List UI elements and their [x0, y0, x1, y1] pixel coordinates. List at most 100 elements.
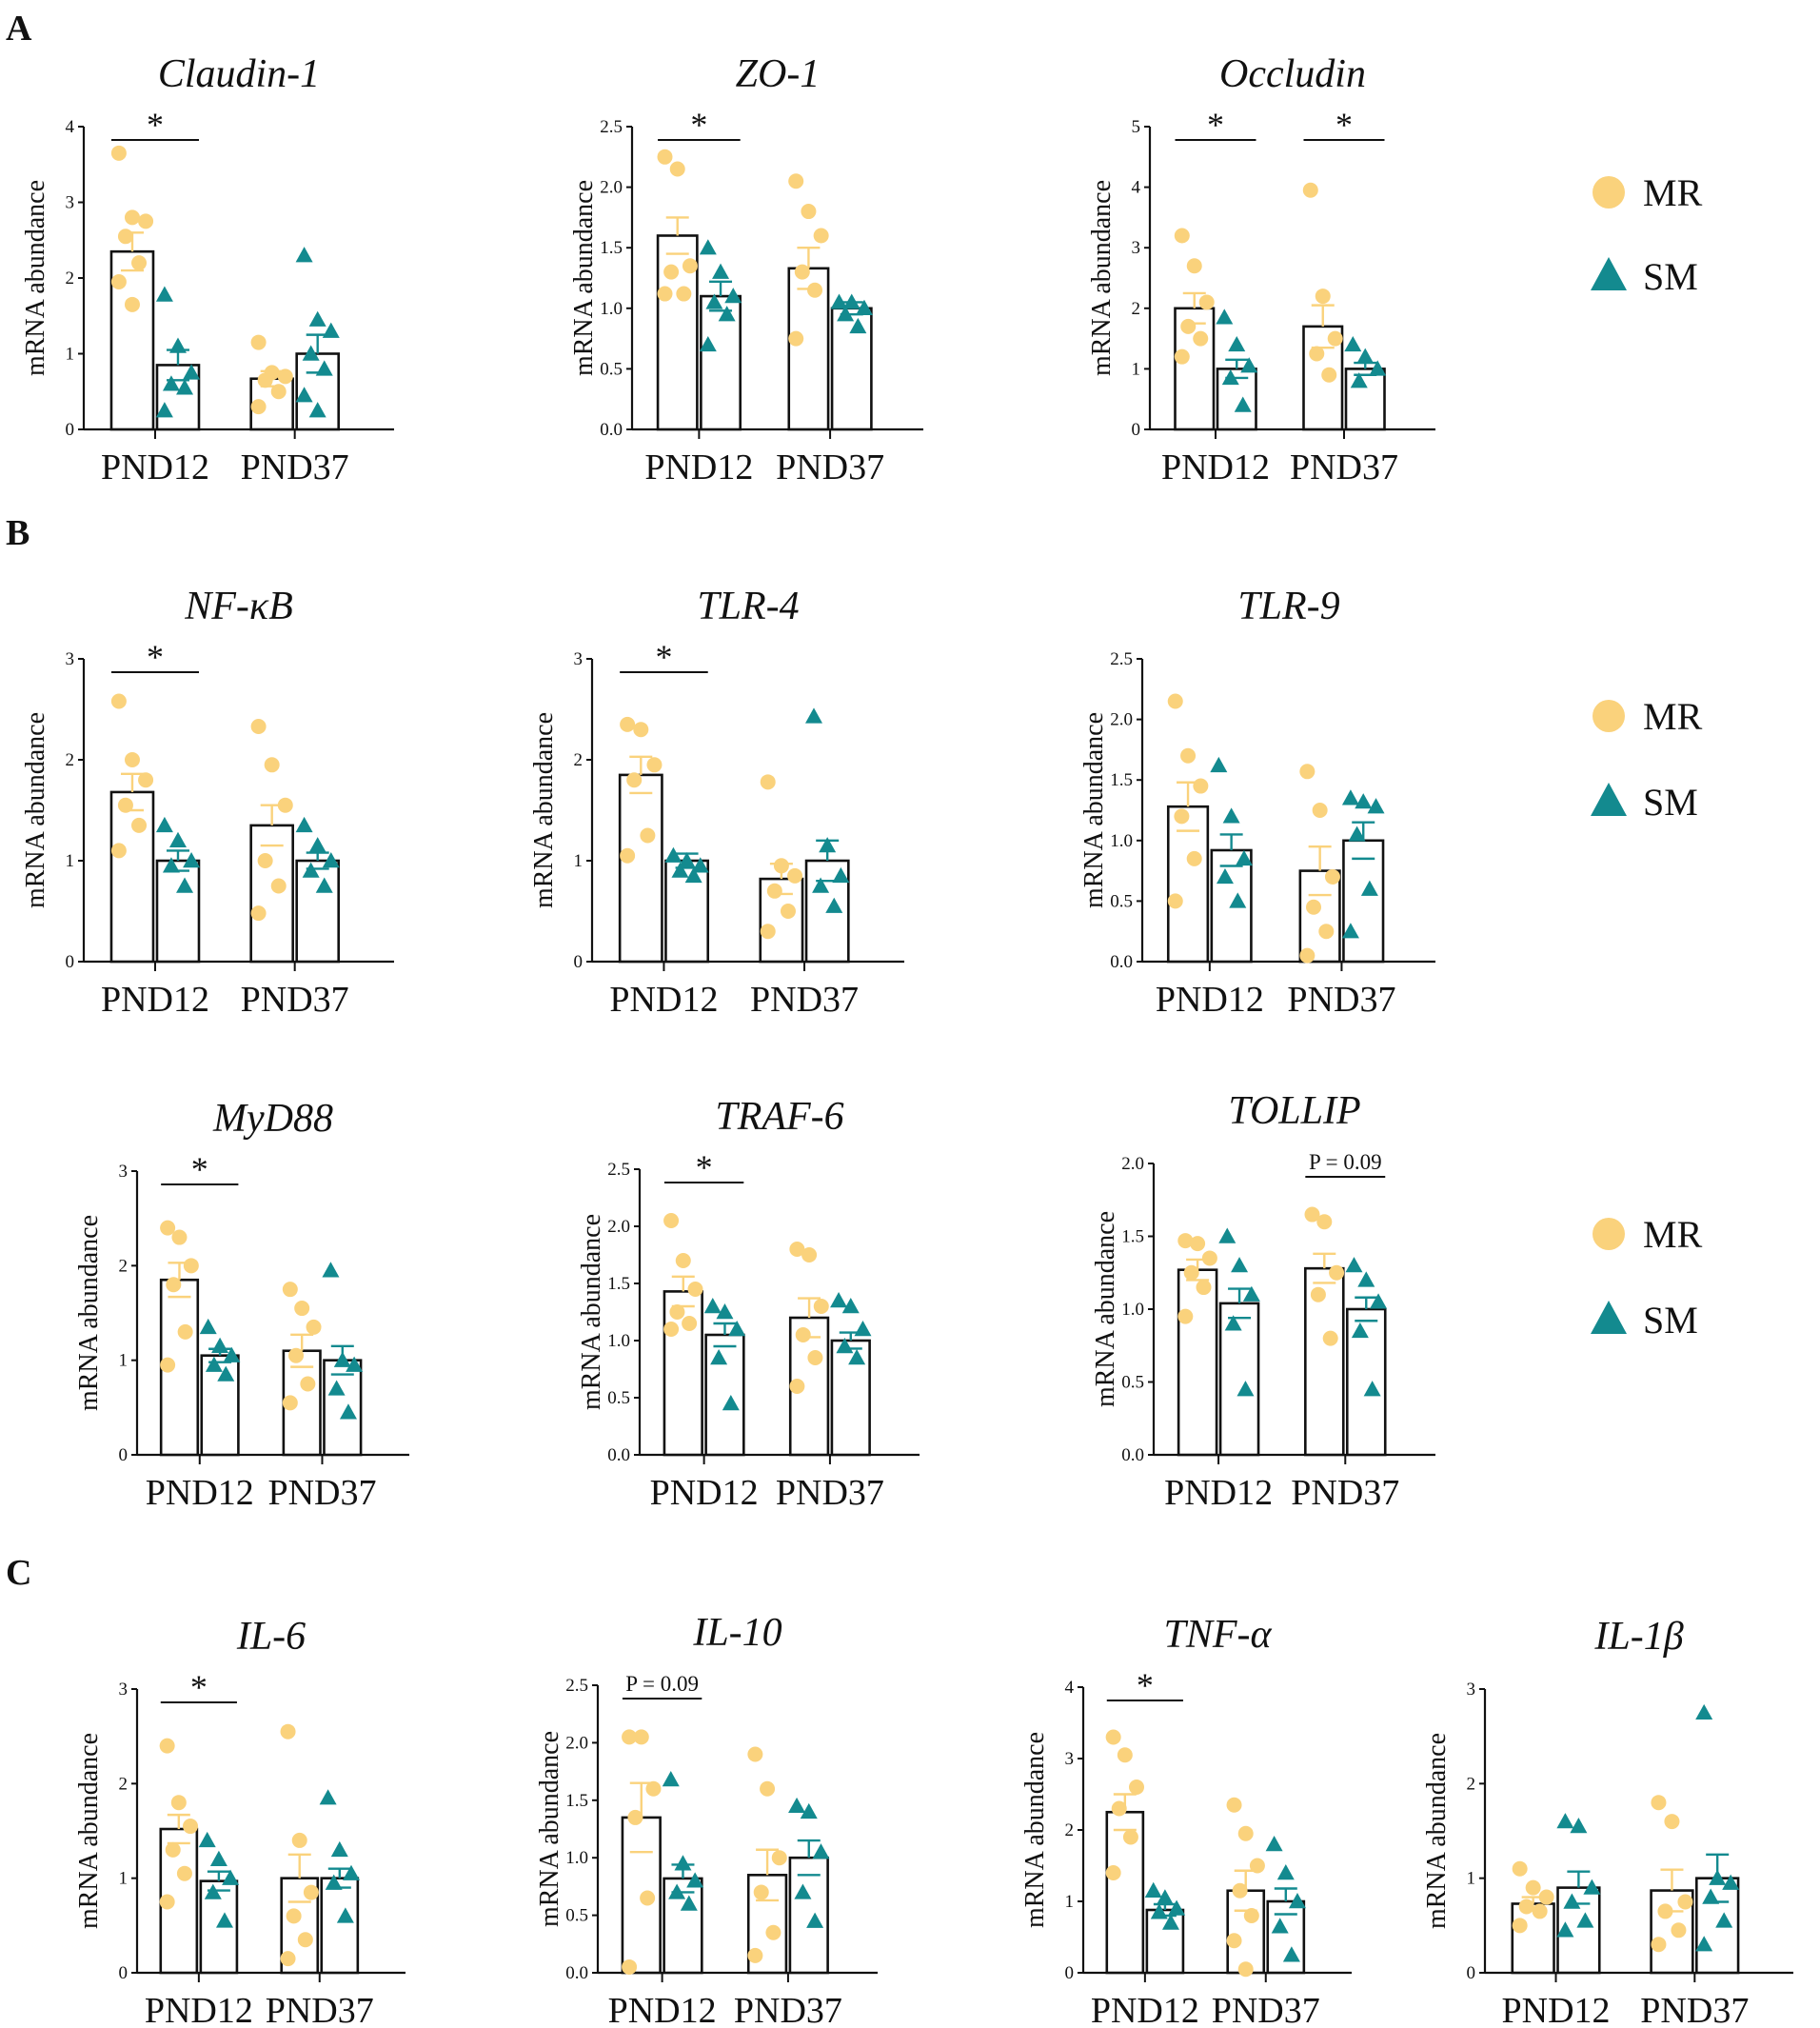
mr-data-point	[766, 883, 782, 899]
mr-data-point	[794, 264, 810, 280]
y-tick-label: 2	[66, 750, 75, 770]
sm-data-point	[1702, 1888, 1720, 1904]
mr-bar	[1511, 1902, 1555, 1975]
sm-data-point	[1236, 1381, 1255, 1397]
x-tick-label: PND37	[241, 980, 349, 1020]
sm-data-point	[327, 1380, 346, 1396]
sm-bar	[1345, 1307, 1387, 1457]
mr-data-point	[1174, 228, 1190, 244]
legend-mr-circle-icon	[1592, 700, 1625, 732]
sm-data-point	[854, 1321, 872, 1337]
mr-data-point	[1180, 747, 1197, 764]
mr-data-point	[675, 1253, 691, 1268]
y-tick-label: 1.5	[1121, 1227, 1144, 1247]
chart-title: IL-1β	[1593, 1615, 1683, 1659]
sm-data-point	[837, 306, 855, 322]
mr-data-point	[165, 1841, 181, 1858]
chart-title: NF-κB	[184, 585, 292, 628]
mr-data-point	[1321, 367, 1337, 383]
sm-bar	[320, 1877, 360, 1975]
sm-data-point	[1216, 867, 1234, 885]
mr-data-point	[1198, 294, 1215, 310]
legend-mr-label: MR	[1643, 1213, 1703, 1256]
mr-data-point	[1518, 1899, 1534, 1915]
mr-data-point	[1174, 348, 1190, 365]
legend-mr-label: MR	[1643, 171, 1703, 214]
significance-star: *	[1207, 106, 1224, 144]
sm-data-point	[684, 866, 702, 884]
sm-data-point	[724, 288, 742, 304]
mr-data-point	[789, 1242, 805, 1257]
sm-data-point	[168, 337, 187, 353]
sm-data-point	[1715, 1912, 1733, 1928]
sm-data-point	[1229, 892, 1247, 908]
y-tick-label: 1.5	[600, 238, 623, 258]
mr-data-point	[1532, 1903, 1548, 1919]
sm-data-point	[308, 310, 326, 327]
chart-title: TRAF-6	[715, 1095, 843, 1139]
mr-data-point	[663, 1213, 680, 1228]
chart-title: TOLLIP	[1228, 1089, 1360, 1133]
x-tick-label: PND12	[146, 1473, 254, 1513]
sm-data-point	[1242, 1285, 1260, 1302]
mr-data-point	[1322, 1330, 1338, 1346]
mr-data-point	[1677, 1894, 1693, 1910]
sm-data-point	[162, 857, 180, 873]
y-tick-label: 0	[66, 952, 75, 972]
y-tick-label: 2.5	[607, 1160, 630, 1180]
y-axis-label: mRNA abundance	[74, 1215, 104, 1411]
sm-data-point	[1216, 308, 1234, 325]
sm-data-point	[295, 387, 313, 403]
y-tick-label: 3	[66, 649, 75, 669]
mr-data-point	[176, 1865, 192, 1881]
legend-3: MR SM	[1591, 1213, 1703, 1342]
mr-data-point	[303, 1884, 319, 1900]
x-tick-label: PND37	[1291, 1473, 1399, 1513]
mr-data-point	[788, 173, 804, 189]
sm-data-point	[686, 1872, 704, 1888]
sm-data-point	[211, 1337, 229, 1353]
sm-data-point	[1695, 1936, 1713, 1952]
sm-data-point	[322, 322, 340, 338]
mr-data-point	[159, 1894, 175, 1910]
mr-data-point	[1525, 1879, 1541, 1896]
sm-data-point	[1563, 1893, 1581, 1909]
sm-data-point	[1355, 793, 1373, 809]
sm-data-point	[1370, 1293, 1388, 1309]
mr-data-point	[627, 1809, 643, 1825]
sm-data-point	[1344, 335, 1362, 352]
sm-data-point	[1265, 1836, 1283, 1852]
sm-data-point	[805, 707, 823, 724]
chart-title: Claudin-1	[158, 52, 320, 96]
chart-il-10: IL-10 mRNA abundance 0.0 0.5 1.0 1.5 2.0 2.5 PND…	[535, 1611, 878, 2028]
sm-data-point	[322, 1262, 340, 1278]
mr-data-point	[1201, 1250, 1217, 1266]
y-tick-label: 0.0	[607, 1445, 630, 1465]
y-tick-label: 5	[1132, 117, 1141, 137]
chart-title: IL-10	[692, 1611, 781, 1655]
mr-data-point	[801, 204, 817, 220]
x-tick-label: PND12	[1164, 1473, 1273, 1513]
sm-data-point	[699, 239, 717, 255]
sm-data-point	[1348, 825, 1366, 842]
mr-data-point	[760, 924, 776, 940]
mr-data-point	[286, 1908, 302, 1924]
mr-data-point	[682, 258, 698, 274]
mr-data-point	[747, 1947, 763, 1963]
y-tick-label: 2.0	[1110, 710, 1133, 730]
x-tick-label: PND37	[1287, 980, 1395, 1020]
y-tick-label: 2	[574, 750, 584, 770]
chart-claudin-1: Claudin-1 mRNA abundance 0 1 2 3 4 PND12 PND37 *	[21, 52, 394, 487]
mr-data-point	[1651, 1795, 1667, 1811]
sm-data-point	[176, 877, 194, 893]
sm-data-point	[339, 1403, 357, 1420]
mr-data-point	[1237, 1961, 1254, 1978]
sm-data-point	[308, 402, 326, 418]
y-tick-label: 3	[119, 1162, 129, 1182]
mr-data-point	[282, 1282, 298, 1298]
y-tick-label: 1.0	[1110, 831, 1133, 851]
sm-data-point	[728, 1321, 746, 1337]
x-tick-label: PND37	[1290, 447, 1398, 487]
